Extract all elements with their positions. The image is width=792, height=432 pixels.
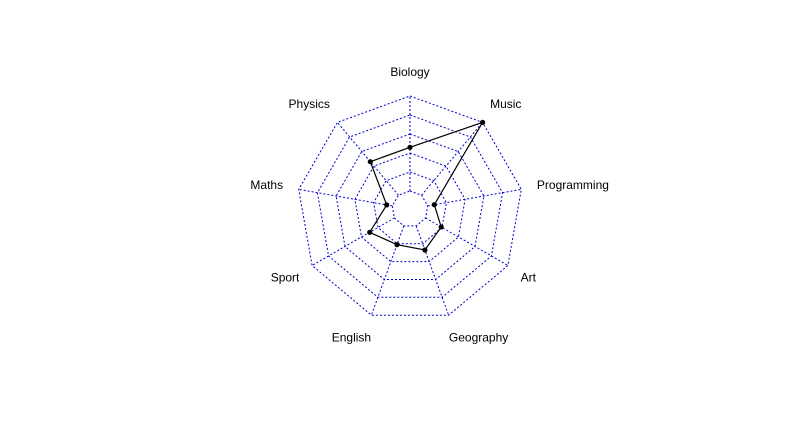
axis-label-art: Art — [521, 271, 537, 285]
axis-label-biology: Biology — [390, 65, 429, 79]
grid-ring-4 — [316, 114, 504, 298]
axis-label-maths: Maths — [250, 178, 283, 192]
series-line-0 — [368, 121, 484, 251]
data-point-sport — [367, 229, 373, 235]
radar-grid — [298, 95, 522, 316]
data-point-maths — [384, 202, 390, 208]
axis-label-programming: Programming — [537, 178, 609, 192]
grid-ring-1 — [373, 171, 447, 245]
grid-ring-3 — [335, 133, 485, 280]
data-point-biology — [407, 144, 413, 150]
grid-ring-0 — [391, 190, 429, 227]
axis-label-geography: Geography — [449, 331, 508, 345]
grid-ring-5 — [298, 95, 522, 316]
data-point-art — [438, 224, 444, 230]
grid-spoke-sport — [311, 217, 395, 266]
data-point-music — [480, 119, 486, 125]
grid-ring-2 — [354, 152, 466, 263]
axis-label-music: Music — [490, 97, 521, 111]
grid-spoke-english — [370, 225, 405, 316]
data-point-english — [394, 242, 400, 248]
radar-series — [367, 119, 486, 253]
data-point-programming — [431, 202, 437, 208]
grid-spoke-physics — [337, 122, 399, 196]
grid-spoke-maths — [298, 188, 393, 207]
grid-spoke-art — [425, 217, 509, 266]
axis-labels: Biology Music Programming Art Geography Engli… — [250, 65, 609, 345]
data-point-physics — [367, 159, 373, 165]
axis-label-sport: Sport — [271, 271, 300, 285]
data-point-geography — [422, 247, 428, 253]
axis-label-physics: Physics — [289, 97, 330, 111]
axis-label-english: English — [332, 331, 371, 345]
